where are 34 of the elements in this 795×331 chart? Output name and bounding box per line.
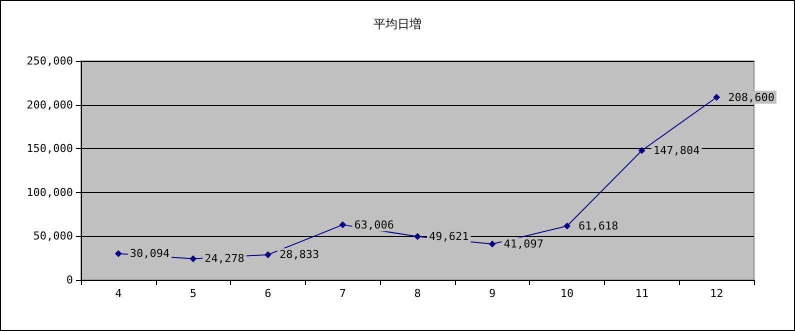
data-label: 61,618 bbox=[578, 220, 618, 233]
x-tick-label: 6 bbox=[264, 287, 272, 300]
y-tick-label: 150,000 bbox=[26, 142, 73, 156]
y-tick-label: 200,000 bbox=[26, 98, 73, 112]
data-label: 49,621 bbox=[429, 230, 469, 244]
y-tick-label: 0 bbox=[66, 274, 73, 286]
point bbox=[264, 251, 272, 258]
x-tick-label: 10 bbox=[560, 287, 574, 300]
data-label: 208,600 bbox=[728, 90, 774, 104]
point bbox=[713, 94, 720, 101]
point bbox=[638, 147, 646, 154]
y-tick-label: 100,000 bbox=[26, 186, 73, 199]
y-tick-label: 50,000 bbox=[33, 230, 73, 243]
data-label: 41,097 bbox=[504, 238, 544, 250]
point bbox=[488, 240, 496, 248]
x-tick-label: 4 bbox=[115, 287, 122, 300]
point bbox=[114, 250, 122, 258]
x-tick-label: 5 bbox=[190, 287, 196, 300]
data-label: 24,278 bbox=[204, 252, 244, 266]
data-label: 147,804 bbox=[653, 144, 700, 158]
chart-title: 平均日増 bbox=[374, 17, 422, 31]
y-tick-label: 250,000 bbox=[26, 54, 73, 68]
x-tick-label: 11 bbox=[635, 287, 648, 300]
point bbox=[414, 233, 421, 240]
x-tick-label: 8 bbox=[414, 287, 421, 300]
x-tick-label: 7 bbox=[339, 287, 346, 300]
point bbox=[339, 221, 346, 228]
point bbox=[564, 222, 571, 230]
x-tick-label: 12 bbox=[710, 287, 724, 300]
data-label: 28,833 bbox=[279, 248, 320, 262]
data-label: 63,006 bbox=[354, 218, 394, 232]
point bbox=[190, 255, 197, 262]
data-label: 30,094 bbox=[130, 247, 170, 260]
x-tick-label: 9 bbox=[488, 287, 496, 300]
